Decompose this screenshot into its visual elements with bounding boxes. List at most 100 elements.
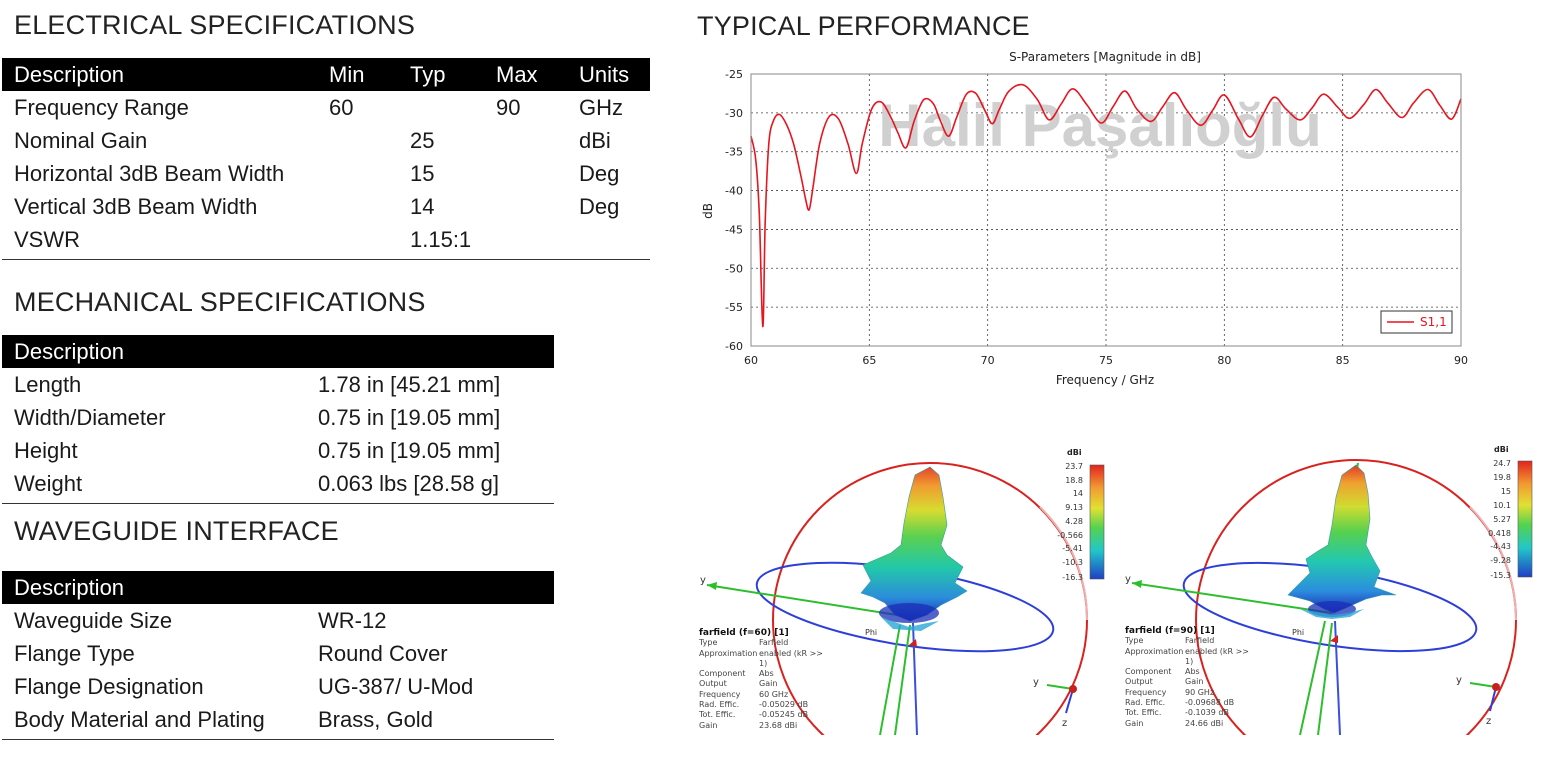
colorbar-tick: 24.7 [1493, 459, 1511, 468]
lobe-sidelobe [881, 617, 939, 631]
colorbar-tick: -5.41 [1062, 544, 1083, 553]
axis-arrow-icon [1132, 580, 1142, 588]
y-axis-text: y [700, 575, 706, 586]
cell: 0.75 in [19.05 mm] [318, 404, 501, 430]
table-row: Frequency Range 60 90 GHz [2, 91, 650, 124]
prop-key: Output [699, 679, 727, 689]
sphere-outline-faded [1469, 506, 1518, 621]
x-tick-label: 65 [862, 354, 876, 367]
colorbar-tick: -9.28 [1490, 556, 1511, 565]
prop-key: Approximation [1125, 646, 1184, 656]
prop-value: 90 GHz [1185, 687, 1215, 697]
table-row: Width/Diameter 0.75 in [19.05 mm] [2, 401, 554, 434]
axis-arrow-icon [707, 582, 717, 590]
prop-value: -0.05245 dB [759, 710, 809, 720]
x-tick-label: 80 [1217, 354, 1231, 367]
cell: Deg [579, 160, 620, 186]
legend-box [1380, 310, 1453, 334]
col-header-units: Units [567, 58, 650, 91]
cell: 15 [410, 160, 435, 186]
colorbar-tick: 5.27 [1493, 515, 1511, 524]
col-header-description: Description [2, 571, 555, 604]
triad-y-line [1046, 684, 1074, 690]
farfield-title: farfield (f=90) [1] [1125, 626, 1215, 636]
colorbar-tick: -10.3 [1062, 558, 1083, 567]
chart-title: S-Parameters [Magnitude in dB] [1009, 50, 1201, 64]
cell: 0.063 lbs [28.58 g] [318, 470, 500, 496]
cell: Frequency Range [14, 94, 189, 120]
cell: Length [14, 371, 82, 397]
triad-y-line [1469, 682, 1497, 688]
farfield-props: Type Farfield Approximation enabled (kR >>… [1125, 636, 1255, 729]
x-tick-label: 85 [1336, 354, 1350, 367]
prop-value: Abs [1185, 667, 1200, 677]
triad-z-text: z [1486, 716, 1491, 727]
colorbar-tick: 15 [1501, 487, 1511, 496]
chart-legend: S1,1 [1380, 310, 1453, 334]
series-line-s11 [750, 83, 1462, 328]
x-tick-label: 70 [981, 354, 995, 367]
axis-line [879, 624, 901, 735]
cell: Weight [14, 470, 83, 496]
watermark-text: Halil Paşalıoğlu [878, 92, 1321, 159]
prop-value: Farfield [759, 638, 789, 648]
triad-z-text: z [1062, 718, 1067, 729]
table-header-row: Description [2, 571, 555, 604]
colorbar-ticks: 23.7 18.8 14 9.13 4.28 -0.566 -5.41 -10.… [1057, 462, 1083, 582]
waveguide-interface-title: WAVEGUIDE INTERFACE [14, 516, 339, 546]
cell: UG-387/ U-Mod [318, 673, 474, 699]
s-parameter-chart: S-Parameters [Magnitude in dB] -25 -30 -35… [701, 50, 1468, 387]
table-bottom-rule [2, 259, 650, 260]
colorbar-tick: 4.28 [1065, 517, 1083, 526]
axis-line [894, 624, 911, 735]
colorbar-unit: dBi [1494, 445, 1509, 454]
y-tick-label: -30 [725, 107, 743, 120]
table-row: Body Material and Plating Brass, Gold [2, 703, 554, 736]
prop-value: -0.1039 dB [1185, 708, 1229, 718]
radiation-lobe [1287, 464, 1397, 614]
y-axis-text: y [1125, 574, 1131, 585]
colorbar-tick: 14 [1073, 489, 1083, 498]
cell [317, 190, 398, 223]
lobe-sidelobe [1300, 609, 1364, 619]
mechanical-specs-table: Description Length 1.78 in [45.21 mm] Wid… [2, 335, 555, 500]
prop-key: Rad. Effic. [699, 700, 740, 710]
prop-value: Abs [759, 669, 774, 679]
cell [317, 124, 398, 157]
prop-key: Frequency [1125, 687, 1167, 697]
farfield-title: farfield (f=60) [1] [699, 628, 789, 638]
triad-y-text: y [1033, 677, 1039, 688]
prop-value: Gain [1185, 677, 1204, 687]
table-row: Flange Designation UG-387/ U-Mod [2, 670, 554, 703]
cell: 14 [410, 193, 435, 219]
cell [484, 223, 567, 256]
y-tick-label: -55 [725, 301, 743, 314]
prop-key: Type [1125, 636, 1144, 646]
col-header-description: Description [2, 58, 317, 91]
x-tick-label: 90 [1454, 354, 1468, 367]
axis-line [912, 622, 918, 735]
y-tick-labels: -25 -30 -35 -40 -45 -50 -55 -60 [725, 68, 743, 353]
axis-line [1299, 620, 1326, 735]
cell: Nominal Gain [14, 127, 148, 153]
cell [317, 157, 398, 190]
prop-key: Gain [699, 720, 718, 730]
cell: Body Material and Plating [14, 706, 265, 732]
y-axis-line [706, 584, 911, 618]
colorbar-unit: dBi [1067, 448, 1082, 457]
colorbar-tick: 10.1 [1493, 501, 1511, 510]
table-bottom-rule [2, 739, 554, 740]
prop-key: Tot. Effic. [699, 710, 736, 720]
prop-value: Farfield [1185, 636, 1215, 646]
prop-value: 23.68 dBi [759, 720, 798, 730]
prop-value: 60 GHz [759, 689, 789, 699]
y-axis-label: dB [701, 203, 715, 219]
cell: Horizontal 3dB Beam Width [14, 160, 285, 186]
table-row: Flange Type Round Cover [2, 637, 554, 670]
cell [484, 157, 567, 190]
cell [567, 223, 650, 256]
prop-value: -0.09688 dB [1185, 698, 1235, 708]
y-tick-label: -35 [725, 146, 743, 159]
colorbar-tick: 23.7 [1065, 462, 1083, 471]
colorbar-tick: -4.43 [1490, 542, 1511, 551]
